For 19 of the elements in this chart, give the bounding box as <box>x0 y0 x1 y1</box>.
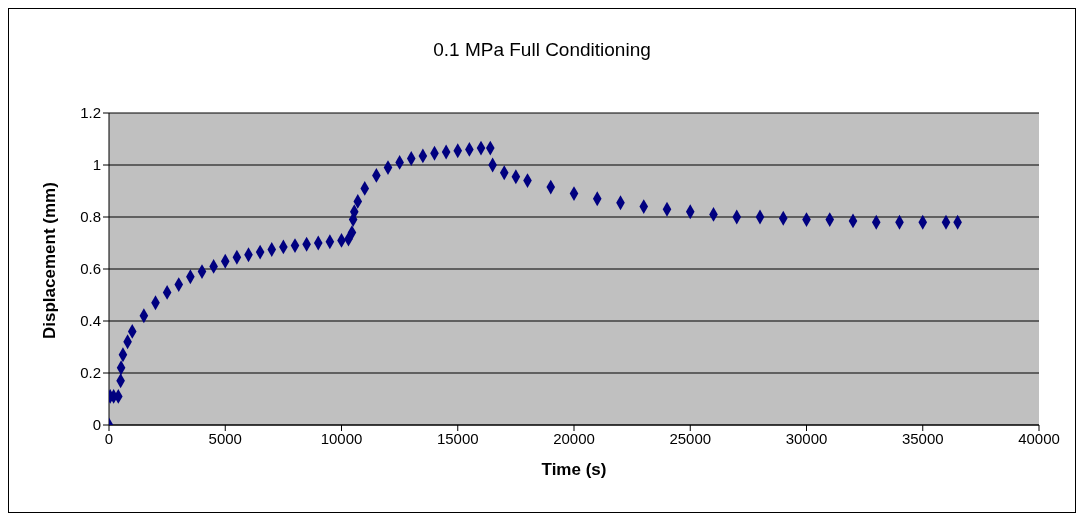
x-tick-label: 5000 <box>208 429 242 447</box>
y-tick-label: 0.4 <box>80 312 101 330</box>
x-tick-label: 25000 <box>669 429 712 447</box>
x-tick-label: 10000 <box>320 429 363 447</box>
y-tick-label: 0 <box>92 416 101 434</box>
x-tick-label: 20000 <box>553 429 595 447</box>
y-tick-label: 1 <box>92 156 101 174</box>
y-tick-label: 0.2 <box>80 364 101 382</box>
x-tick-label: 35000 <box>901 429 944 447</box>
y-tick-label: 0.6 <box>80 260 101 278</box>
y-axis-title: Displacement (mm) <box>40 182 60 339</box>
x-tick-label: 15000 <box>436 429 479 447</box>
x-tick-label: 30000 <box>785 429 828 447</box>
chart-title: 0.1 MPa Full Conditioning <box>432 39 652 61</box>
y-tick-label: 1.2 <box>80 104 101 122</box>
y-tick-label: 0.8 <box>80 208 101 226</box>
x-tick-label: 40000 <box>1018 429 1060 447</box>
x-tick-label: 0 <box>104 429 114 447</box>
x-axis-title: Time (s) <box>541 460 607 479</box>
